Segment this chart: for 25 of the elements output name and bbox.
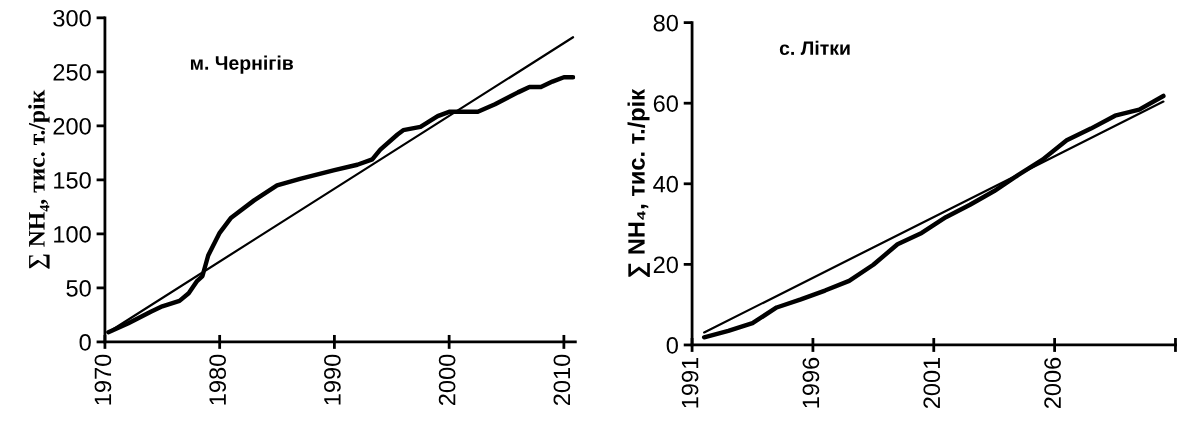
y-tick-label: 60 (653, 95, 678, 112)
text: м. Чернігів (190, 55, 293, 74)
x-tick-label: 2000 (438, 354, 456, 406)
y-tick-label: 80 (653, 14, 678, 32)
y-tick-label: 40 (653, 175, 678, 193)
y-tick-label: 20 (653, 256, 678, 274)
x-tick-label: 1990 (324, 354, 341, 405)
x-tick-label: 2006 (1044, 357, 1061, 409)
y-tick-label: 0 (79, 333, 91, 351)
x-tick-label: 1970 (94, 354, 112, 405)
x-tick-label: 2001 (923, 357, 941, 409)
y-tick-label: 0 (666, 337, 678, 354)
y-axis-title: ∑ NH₄, тис. т./рік (28, 89, 50, 269)
x-tick-label: 1996 (802, 357, 820, 408)
y-tick-label: 100 (54, 225, 91, 243)
y-tick-label: 50 (66, 279, 91, 297)
y-tick-label: 150 (54, 171, 91, 189)
x-tick-label: 1991 (681, 357, 699, 408)
x-tick-label: 2010 (553, 354, 571, 406)
y-tick-label: 300 (53, 9, 91, 27)
y-tick-label: 200 (53, 117, 91, 135)
text: с. Літки (779, 40, 850, 56)
y-axis-title: ∑ NH₄, тис. т./рік (627, 88, 650, 278)
y-tick-label: 250 (53, 63, 91, 81)
x-tick-label: 1980 (209, 354, 227, 405)
